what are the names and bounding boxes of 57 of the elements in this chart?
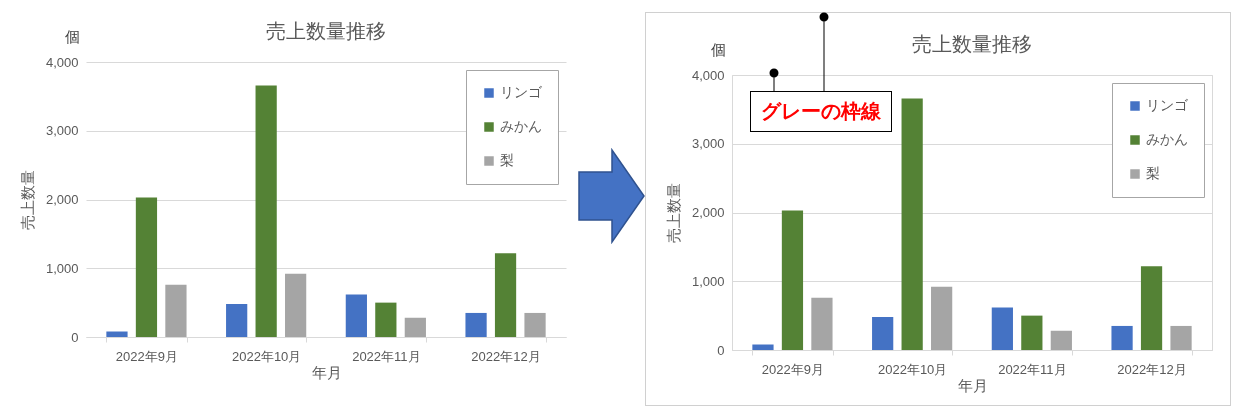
x-tick-label: 2022年11月 xyxy=(998,361,1067,377)
y-axis-title: 売上数量 xyxy=(664,183,682,243)
bar xyxy=(752,344,774,350)
legend-label: 梨 xyxy=(500,152,514,168)
x-tick-label: 2022年12月 xyxy=(1117,361,1187,377)
annotation: グレーの枠線 xyxy=(750,91,892,132)
chart-title: 売上数量推移 xyxy=(912,33,1032,55)
y-tick-label: 4,000 xyxy=(45,54,79,70)
legend-label: みかん xyxy=(500,118,542,134)
bar xyxy=(1140,266,1163,350)
bar xyxy=(991,307,1013,350)
bar xyxy=(1111,325,1133,350)
y-tick-label: 0 xyxy=(717,342,725,358)
legend-label: みかん xyxy=(1146,131,1188,147)
legend-label: リンゴ xyxy=(1146,97,1189,113)
x-tick-label: 2022年12月 xyxy=(471,348,541,364)
bar xyxy=(494,253,517,337)
bar xyxy=(524,312,546,337)
bar xyxy=(811,297,833,350)
bar xyxy=(345,294,367,337)
x-axis-title: 年月 xyxy=(957,376,988,394)
y-tick-label: 4,000 xyxy=(691,67,725,83)
bar xyxy=(1050,330,1072,350)
bar xyxy=(1170,325,1192,350)
bar xyxy=(404,317,426,337)
text: 個 xyxy=(711,41,726,60)
bar xyxy=(285,273,307,337)
y-axis-title: 売上数量 xyxy=(18,170,36,230)
bar xyxy=(1021,315,1043,350)
legend-label: 梨 xyxy=(1146,165,1160,181)
bar xyxy=(465,312,487,337)
bar xyxy=(931,286,953,350)
bar xyxy=(255,85,277,337)
bar xyxy=(901,98,923,350)
chart-title: 売上数量推移 xyxy=(266,20,386,42)
bar xyxy=(226,304,248,337)
bar xyxy=(106,331,128,337)
y-tick-label: 0 xyxy=(71,329,79,345)
y-tick-label: 3,000 xyxy=(45,123,79,139)
bar xyxy=(872,317,894,350)
bar xyxy=(375,302,397,337)
legend-label: リンゴ xyxy=(500,84,543,100)
x-tick-label: 2022年9月 xyxy=(115,348,179,364)
bar xyxy=(781,210,804,350)
y-tick-label: 2,000 xyxy=(45,192,79,207)
y-tick-label: 1,000 xyxy=(691,273,725,289)
text: 個 xyxy=(65,28,80,47)
x-axis-title: 年月 xyxy=(311,363,342,381)
bar xyxy=(135,197,158,337)
y-tick-label: 2,000 xyxy=(691,205,725,220)
x-tick-label: 2022年10月 xyxy=(231,348,302,364)
x-tick-label: 2022年9月 xyxy=(761,361,825,377)
y-tick-label: 3,000 xyxy=(691,136,725,152)
x-tick-label: 2022年10月 xyxy=(877,361,948,377)
bar xyxy=(165,284,187,337)
x-tick-label: 2022年11月 xyxy=(352,348,421,364)
y-tick-label: 1,000 xyxy=(45,260,79,276)
